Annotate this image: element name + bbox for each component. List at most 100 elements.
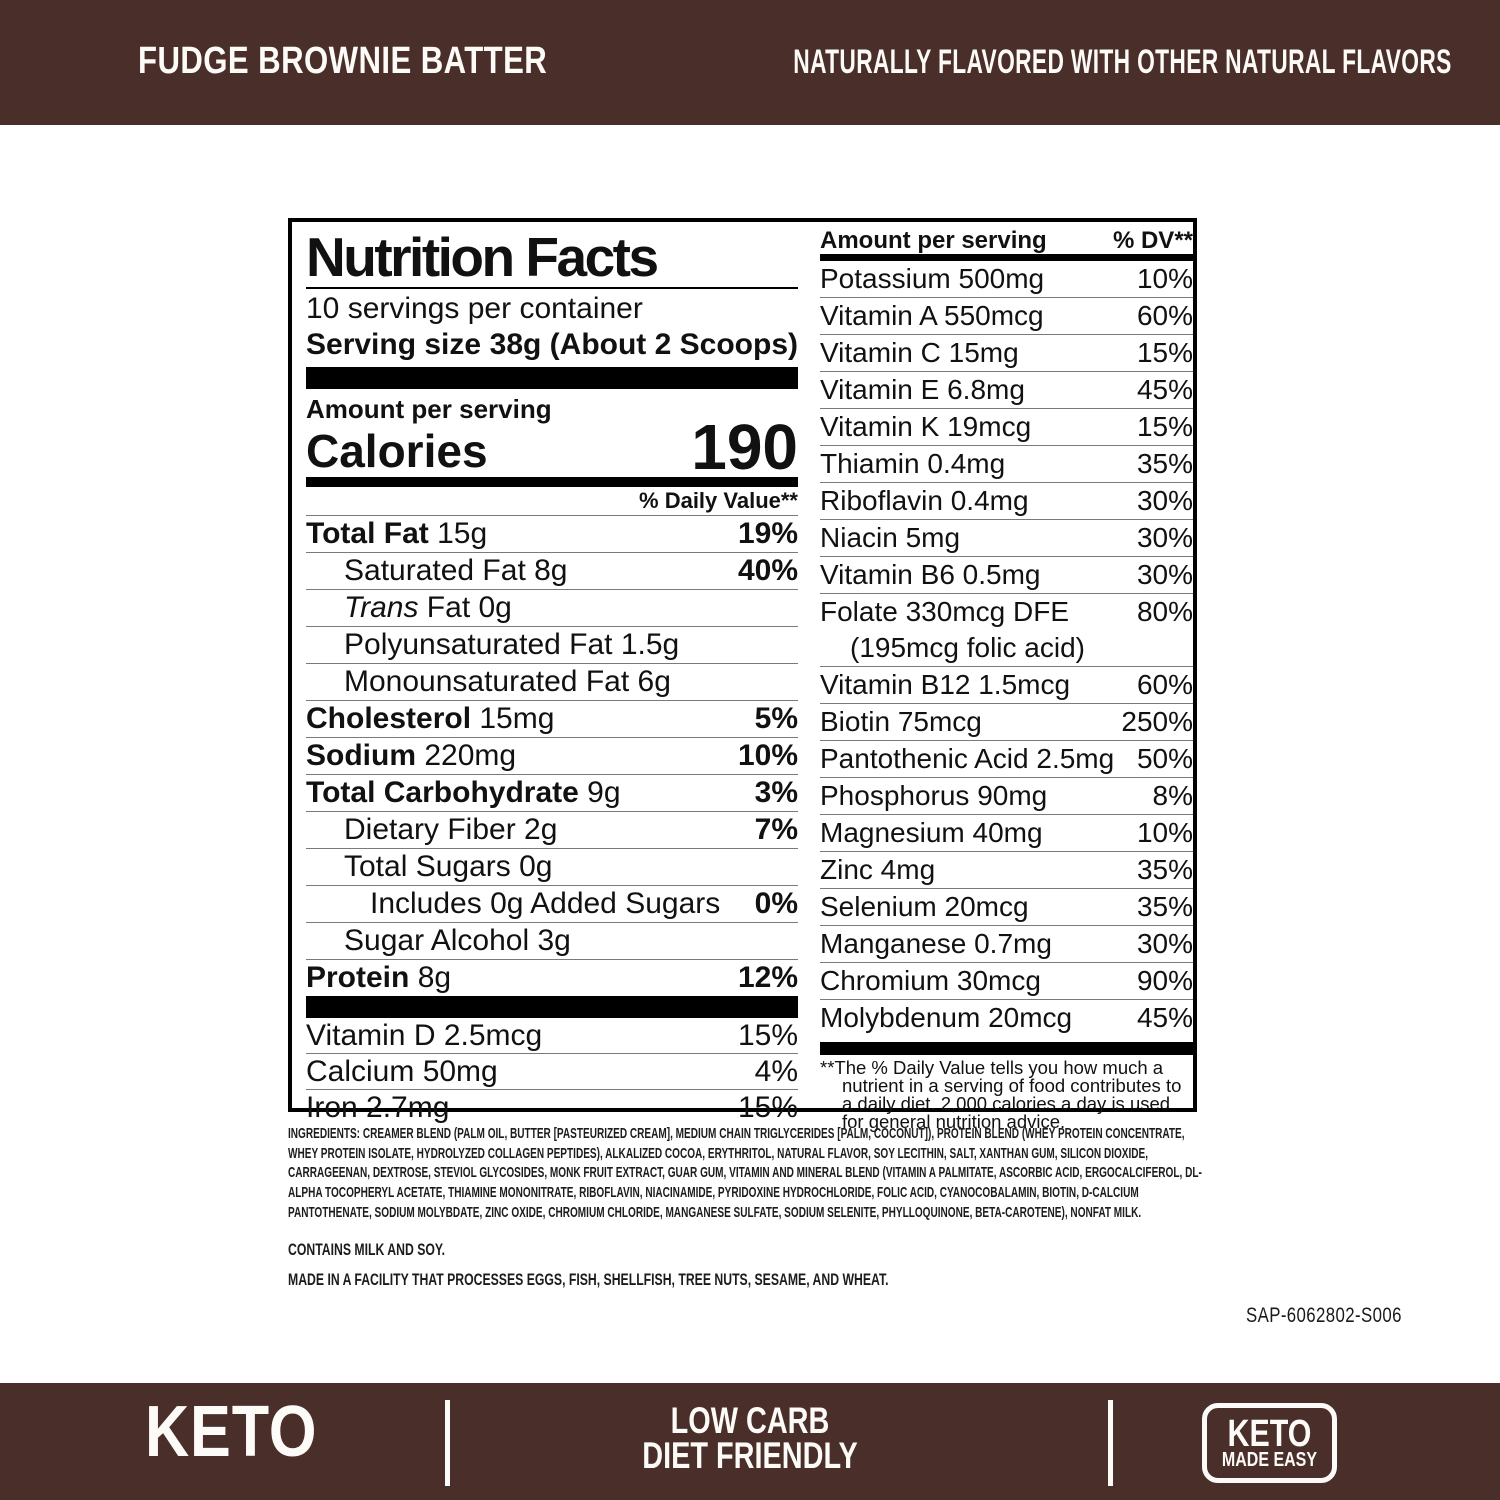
micronutrient-line: Selenium 20mcg 35% <box>820 889 1193 925</box>
daily-value: 35% <box>1136 448 1193 479</box>
daily-value: 35% <box>1136 854 1193 885</box>
micronutrient-label: Riboflavin 0.4mg <box>820 485 1029 516</box>
micronutrient-label: Biotin 75mcg <box>820 706 982 737</box>
micronutrient-line: Molybdenum 20mcg 45% <box>820 1000 1193 1036</box>
nutrient-label: Sugar Alcohol 3g <box>344 924 571 957</box>
daily-value: 4% <box>754 1054 798 1088</box>
micronutrient-label: Magnesium 40mg <box>820 817 1043 848</box>
nutrition-facts-title: Nutrition Facts <box>306 226 659 288</box>
nutrient-label: Total Fat 15g <box>306 517 488 550</box>
daily-value: 15% <box>737 1018 798 1052</box>
micronutrient-label: Selenium 20mcg <box>820 891 1029 922</box>
daily-value: 7% <box>754 813 798 846</box>
micronutrient-line: Riboflavin 0.4mg 30% <box>820 483 1193 519</box>
badge-made-easy-text: MADE EASY <box>1221 1448 1318 1471</box>
daily-value: 15% <box>1136 337 1193 368</box>
nutrient-row: Sodium 220mg 10% <box>306 738 798 775</box>
calories-row: Calories 190 <box>306 415 798 479</box>
nutrient-label: Sodium 220mg <box>306 739 517 772</box>
micronutrient-label: Zinc 4mg <box>820 854 936 885</box>
low-carb-line1: LOW CARB <box>670 1400 830 1441</box>
micronutrient-line: Pantothenic Acid 2.5mg 50% <box>820 741 1193 777</box>
micronutrient-row: Vitamin E 6.8mg 45% <box>820 372 1193 409</box>
nutrient-row: Includes 0g Added Sugars 0% <box>306 886 798 923</box>
daily-value: 8% <box>1152 780 1193 811</box>
nutrient-label: Trans Fat 0g <box>344 591 512 624</box>
amount-per-serving-header: Amount per serving <box>820 227 1047 254</box>
daily-value: 45% <box>1136 1002 1193 1033</box>
nutrient-row: Trans Fat 0g <box>306 590 798 627</box>
nutrient-label: Protein 8g <box>306 961 452 994</box>
micronutrient-line: Vitamin E 6.8mg 45% <box>820 372 1193 408</box>
daily-value: 35% <box>1136 891 1193 922</box>
nutrient-row: Saturated Fat 8g 40% <box>306 553 798 590</box>
micronutrient-label: Manganese 0.7mg <box>820 928 1052 959</box>
daily-value: 10% <box>1136 263 1193 294</box>
nutrient-row: Cholesterol 15mg 5% <box>306 701 798 738</box>
micronutrient-row: Riboflavin 0.4mg 30% <box>820 483 1193 520</box>
dv-column-header: % DV** <box>1112 227 1193 254</box>
daily-value: 5% <box>754 702 798 735</box>
micronutrient-line: Chromium 30mcg 90% <box>820 963 1193 999</box>
calories-label: Calories <box>306 425 488 477</box>
daily-value: 30% <box>1136 522 1193 553</box>
micronutrient-row: Vitamin B6 0.5mg 30% <box>820 557 1193 594</box>
micronutrient-label: Chromium 30mcg <box>820 965 1041 996</box>
vitamin-row: Iron 2.7mg 15% <box>306 1090 798 1125</box>
nutrient-label: Dietary Fiber 2g <box>344 813 558 846</box>
micronutrient-line: Manganese 0.7mg 30% <box>820 926 1193 962</box>
nutrient-label: Includes 0g Added Sugars <box>370 887 721 920</box>
micronutrient-row: Thiamin 0.4mg 35% <box>820 446 1193 483</box>
micronutrient-sublabel: (195mcg folic acid) <box>850 632 1085 663</box>
micronutrient-row: Potassium 500mg 10% <box>820 261 1193 298</box>
daily-value: 12% <box>737 961 798 994</box>
daily-value: 60% <box>1136 669 1193 700</box>
low-carb-text: LOW CARB DIET FRIENDLY <box>642 1400 857 1474</box>
micronutrient-label: Folate 330mcg DFE <box>820 596 1069 627</box>
micronutrient-label: Vitamin C 15mg <box>820 337 1019 368</box>
divider-line <box>445 1400 450 1486</box>
serving-size-label: Serving size <box>306 328 482 361</box>
daily-value-header: % Daily Value** <box>306 487 798 516</box>
nutrition-right-column: Amount per serving % DV** Potassium 500mg… <box>820 227 1193 1131</box>
micronutrient-row: Vitamin C 15mg 15% <box>820 335 1193 372</box>
badge-keto-text: KETO <box>1227 1412 1312 1455</box>
thick-divider-bar <box>306 367 798 389</box>
micronutrient-label: Potassium 500mg <box>820 263 1045 294</box>
daily-value: 250% <box>1121 706 1193 737</box>
nutrient-label: Total Carbohydrate 9g <box>306 776 621 809</box>
micronutrient-row: Zinc 4mg 35% <box>820 852 1193 889</box>
vitamin-row: Calcium 50mg 4% <box>306 1054 798 1090</box>
micronutrient-label: Vitamin A 550mcg <box>820 300 1044 331</box>
micronutrient-row: Vitamin B12 1.5mcg 60% <box>820 667 1193 704</box>
micronutrient-row: Pantothenic Acid 2.5mg 50% <box>820 741 1193 778</box>
keto-made-easy-badge: KETO MADE EASY <box>1202 1403 1337 1483</box>
vitamin-label: Vitamin D 2.5mcg <box>306 1018 543 1052</box>
amount-per-serving-label: Amount per serving <box>306 394 552 424</box>
micronutrient-line: Niacin 5mg 30% <box>820 520 1193 556</box>
daily-value: 30% <box>1136 928 1193 959</box>
micronutrient-line: Vitamin A 550mcg 60% <box>820 298 1193 334</box>
ingredients-text: INGREDIENTS: CREAMER BLEND (PALM OIL, BU… <box>288 1124 1210 1223</box>
micronutrient-row: Vitamin K 19mcg 15% <box>820 409 1193 446</box>
keto-text: KETO <box>145 1392 318 1472</box>
vitamin-label: Calcium 50mg <box>306 1054 498 1088</box>
micronutrient-line: Magnesium 40mg 10% <box>820 815 1193 851</box>
micronutrient-line: Vitamin B12 1.5mcg 60% <box>820 667 1193 703</box>
nutrient-row: Dietary Fiber 2g 7% <box>306 812 798 849</box>
micronutrient-label: Vitamin B6 0.5mg <box>820 559 1041 590</box>
micronutrient-line: Vitamin B6 0.5mg 30% <box>820 557 1193 593</box>
nutrient-table: Total Fat 15g 19% Saturated Fat 8g 40% Trans… <box>306 516 798 996</box>
sap-code: SAP-6062802-S006 <box>1246 1304 1402 1327</box>
product-flavor-title: FUDGE BROWNIE BATTER <box>138 40 548 82</box>
micronutrient-row: Magnesium 40mg 10% <box>820 815 1193 852</box>
micronutrient-row: Chromium 30mcg 90% <box>820 963 1193 1000</box>
nutrient-row: Polyunsaturated Fat 1.5g <box>306 627 798 664</box>
micronutrient-label: Thiamin 0.4mg <box>820 448 1006 479</box>
daily-value: 50% <box>1136 743 1193 774</box>
micronutrient-row: Vitamin A 550mcg 60% <box>820 298 1193 335</box>
daily-value: 15% <box>737 1090 798 1124</box>
daily-value: 30% <box>1136 559 1193 590</box>
nutrient-label: Monounsaturated Fat 6g <box>344 665 671 698</box>
micronutrient-line: Potassium 500mg 10% <box>820 261 1193 297</box>
